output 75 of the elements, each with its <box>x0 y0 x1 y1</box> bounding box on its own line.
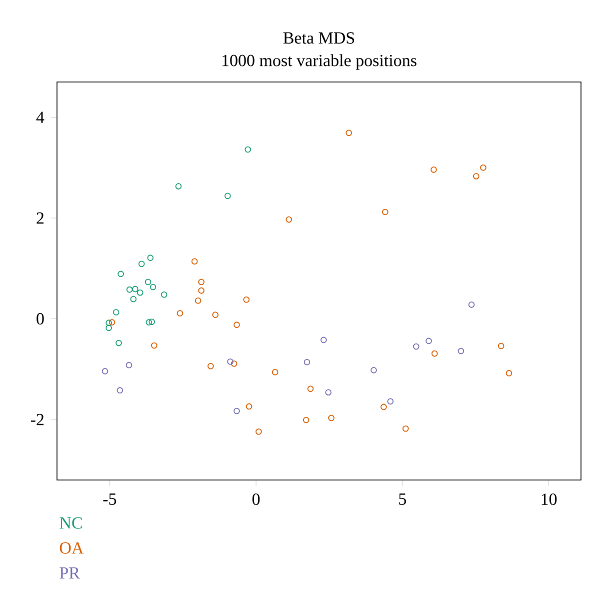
point <box>102 368 108 374</box>
point <box>234 322 240 328</box>
point <box>191 258 198 265</box>
point <box>106 320 112 326</box>
chart-title: Beta MDS <box>283 32 354 44</box>
point <box>148 318 155 325</box>
point <box>116 387 124 394</box>
point <box>286 216 292 223</box>
point <box>458 348 464 354</box>
y-tick-label: -2 <box>30 414 44 426</box>
text: OA <box>60 542 84 554</box>
chart-subtitle: 1000 most variable positions <box>222 54 416 70</box>
point <box>126 286 133 293</box>
point <box>246 403 252 410</box>
point <box>151 342 158 349</box>
point <box>506 370 512 376</box>
point <box>132 286 138 292</box>
point <box>243 296 250 303</box>
x-tick-label: 10 <box>542 494 557 506</box>
point <box>387 398 394 405</box>
point <box>176 310 184 316</box>
point <box>126 362 132 368</box>
point <box>272 369 278 376</box>
point <box>106 324 112 332</box>
point <box>146 319 152 326</box>
point <box>256 428 262 435</box>
text: NC <box>60 517 82 529</box>
point <box>426 338 432 344</box>
point <box>382 208 388 216</box>
point <box>130 296 137 302</box>
point <box>302 416 310 424</box>
point <box>116 340 122 346</box>
y-tick-label: 2 <box>36 212 44 224</box>
point <box>473 173 480 180</box>
point <box>498 342 504 350</box>
point <box>230 360 238 367</box>
point <box>160 291 168 298</box>
y-tick-label: 4 <box>36 112 44 123</box>
point <box>346 130 352 136</box>
x-tick-label: 5 <box>399 494 406 505</box>
point <box>304 358 310 366</box>
point <box>224 192 231 200</box>
text: PR <box>60 567 80 579</box>
point <box>175 183 182 190</box>
point <box>212 312 219 318</box>
point <box>194 298 202 304</box>
point <box>198 278 204 286</box>
point <box>325 389 332 396</box>
point <box>208 362 214 370</box>
point <box>431 350 438 357</box>
point <box>430 166 437 173</box>
point <box>320 336 327 344</box>
point <box>307 386 314 392</box>
point <box>480 164 486 171</box>
point <box>402 425 409 432</box>
point <box>244 146 252 153</box>
point <box>144 278 152 286</box>
point <box>147 254 154 261</box>
point <box>112 309 120 316</box>
x-tick-label: -5 <box>103 494 116 505</box>
point <box>413 343 420 350</box>
y-tick-label: 0 <box>36 313 44 325</box>
point <box>198 287 204 294</box>
point <box>328 414 334 422</box>
point <box>138 260 145 268</box>
x-tick-label: 0 <box>252 494 260 506</box>
point <box>370 367 377 374</box>
point <box>227 358 234 365</box>
point <box>118 270 124 278</box>
point <box>150 284 156 290</box>
point <box>468 302 475 308</box>
point <box>234 408 240 414</box>
point <box>380 404 387 410</box>
point <box>136 289 144 296</box>
point <box>108 319 116 326</box>
